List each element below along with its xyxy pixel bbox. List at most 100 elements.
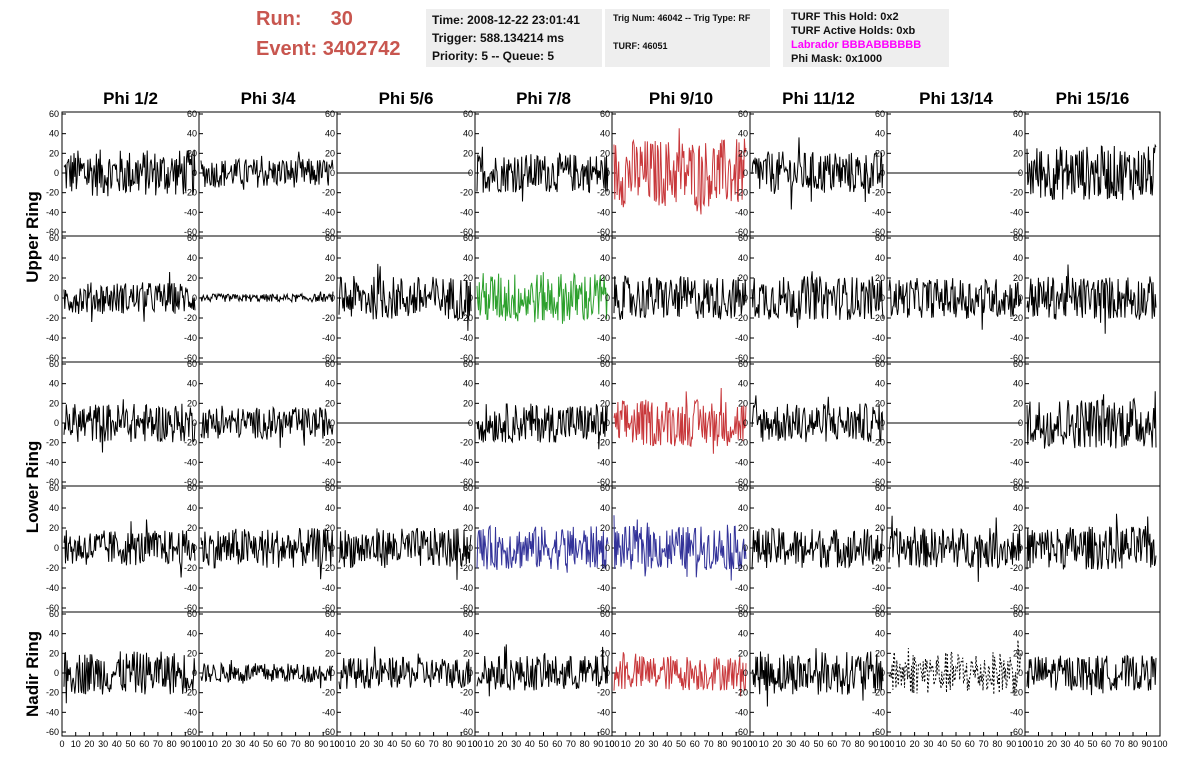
- waveform-r2-c7: [888, 277, 1022, 330]
- y-tick-label: -60: [184, 227, 197, 237]
- ring-label-1: Upper Ring: [23, 191, 42, 283]
- x-tick-label: 0: [747, 739, 752, 749]
- y-tick-label: 0: [330, 418, 335, 428]
- x-tick-label: 30: [98, 739, 108, 749]
- y-tick-label: 60: [1013, 233, 1023, 243]
- x-tick-label: 90: [180, 739, 190, 749]
- waveform-r3-c2: [200, 405, 334, 448]
- x-tick-label: 60: [415, 739, 425, 749]
- y-tick-label: -40: [322, 707, 335, 717]
- y-tick-label: -20: [597, 563, 610, 573]
- y-tick-label: -60: [597, 477, 610, 487]
- y-tick-label: -20: [460, 188, 473, 198]
- y-tick-label: -20: [735, 688, 748, 698]
- x-tick-label: 100: [1152, 739, 1167, 749]
- y-tick-label: -40: [872, 583, 885, 593]
- event-number: 3402742: [322, 38, 401, 60]
- x-tick-label: 10: [484, 739, 494, 749]
- y-tick-label: 60: [463, 109, 473, 119]
- x-tick-label: 0: [334, 739, 339, 749]
- x-tick-label: 100: [329, 739, 344, 749]
- waveform-r5-c2: [200, 659, 334, 689]
- x-tick-label: 0: [884, 739, 889, 749]
- x-tick-label: 70: [704, 739, 714, 749]
- x-tick-label: 70: [566, 739, 576, 749]
- y-tick-label: -20: [872, 563, 885, 573]
- y-tick-label: 0: [468, 168, 473, 178]
- y-tick-label: -60: [322, 227, 335, 237]
- y-tick-label: 40: [187, 253, 197, 263]
- y-tick-label: 40: [1013, 129, 1023, 139]
- y-tick-label: 20: [875, 148, 885, 158]
- y-tick-label: 0: [54, 543, 59, 553]
- y-tick-label: -60: [872, 477, 885, 487]
- waveform-r2-c3: [338, 263, 472, 331]
- y-tick-label: 40: [875, 253, 885, 263]
- y-tick-label: 60: [49, 359, 59, 369]
- y-tick-label: -20: [46, 438, 59, 448]
- waveform-r4-c1: [63, 519, 196, 578]
- y-tick-label: -60: [872, 727, 885, 737]
- y-tick-label: 20: [875, 523, 885, 533]
- time-text: Time: 2008-12-22 23:01:41: [432, 13, 580, 27]
- y-tick-label: 60: [1013, 109, 1023, 119]
- y-tick-label: -60: [872, 603, 885, 613]
- y-tick-label: 0: [1018, 168, 1023, 178]
- x-tick-label: 60: [552, 739, 562, 749]
- x-tick-label: 0: [196, 739, 201, 749]
- y-tick-label: -40: [46, 583, 59, 593]
- waveform-r1-c8: [1026, 143, 1157, 201]
- y-tick-label: -20: [1010, 688, 1023, 698]
- x-tick-label: 70: [291, 739, 301, 749]
- y-tick-label: 60: [875, 609, 885, 619]
- y-tick-label: -60: [322, 727, 335, 737]
- waveform-r1-c2: [200, 151, 334, 190]
- x-tick-label: 20: [910, 739, 920, 749]
- y-tick-label: 0: [54, 668, 59, 678]
- y-tick-label: 20: [738, 523, 748, 533]
- x-tick-label: 80: [717, 739, 727, 749]
- y-tick-label: 0: [1018, 668, 1023, 678]
- y-tick-label: 40: [463, 503, 473, 513]
- y-tick-label: 0: [605, 668, 610, 678]
- panel-frame-r4-c7: [886, 485, 1026, 613]
- y-tick-label: 0: [880, 668, 885, 678]
- y-tick-label: -20: [735, 188, 748, 198]
- y-tick-label: 20: [738, 273, 748, 283]
- y-tick-label: 20: [600, 648, 610, 658]
- y-tick-label: -20: [872, 313, 885, 323]
- y-tick-label: 40: [875, 629, 885, 639]
- y-tick-label: 0: [1018, 293, 1023, 303]
- turf-info-box: TURF This Hold: 0x2 TURF Active Holds: 0…: [783, 9, 949, 67]
- x-tick-label: 50: [813, 739, 823, 749]
- y-tick-label: -20: [1010, 563, 1023, 573]
- x-tick-label: 50: [125, 739, 135, 749]
- waveform-r3-c6: [751, 395, 884, 443]
- y-tick-label: 60: [875, 233, 885, 243]
- y-tick-label: -60: [872, 353, 885, 363]
- x-tick-label: 50: [1087, 739, 1097, 749]
- x-tick-label: 80: [442, 739, 452, 749]
- x-tick-label: 50: [676, 739, 686, 749]
- y-tick-label: -40: [1010, 707, 1023, 717]
- turf-hold-text: TURF This Hold: 0x2: [791, 11, 899, 23]
- y-tick-label: 60: [325, 359, 335, 369]
- y-tick-label: 20: [1013, 523, 1023, 533]
- y-tick-label: 60: [600, 483, 610, 493]
- y-tick-label: 40: [325, 379, 335, 389]
- x-tick-label: 30: [511, 739, 521, 749]
- x-tick-label: 90: [456, 739, 466, 749]
- y-tick-label: 40: [187, 129, 197, 139]
- y-tick-label: 20: [463, 273, 473, 283]
- x-tick-label: 40: [387, 739, 397, 749]
- y-tick-label: 20: [875, 648, 885, 658]
- y-tick-label: -40: [872, 333, 885, 343]
- y-tick-label: 60: [325, 609, 335, 619]
- column-heading-1: Phi 1/2: [103, 89, 158, 108]
- trigger-text: Trigger: 588.134214 ms: [432, 31, 565, 45]
- y-tick-label: -20: [597, 313, 610, 323]
- y-tick-label: -60: [460, 477, 473, 487]
- y-tick-label: 60: [600, 109, 610, 119]
- priority-text: Priority: 5 -- Queue: 5: [432, 49, 555, 63]
